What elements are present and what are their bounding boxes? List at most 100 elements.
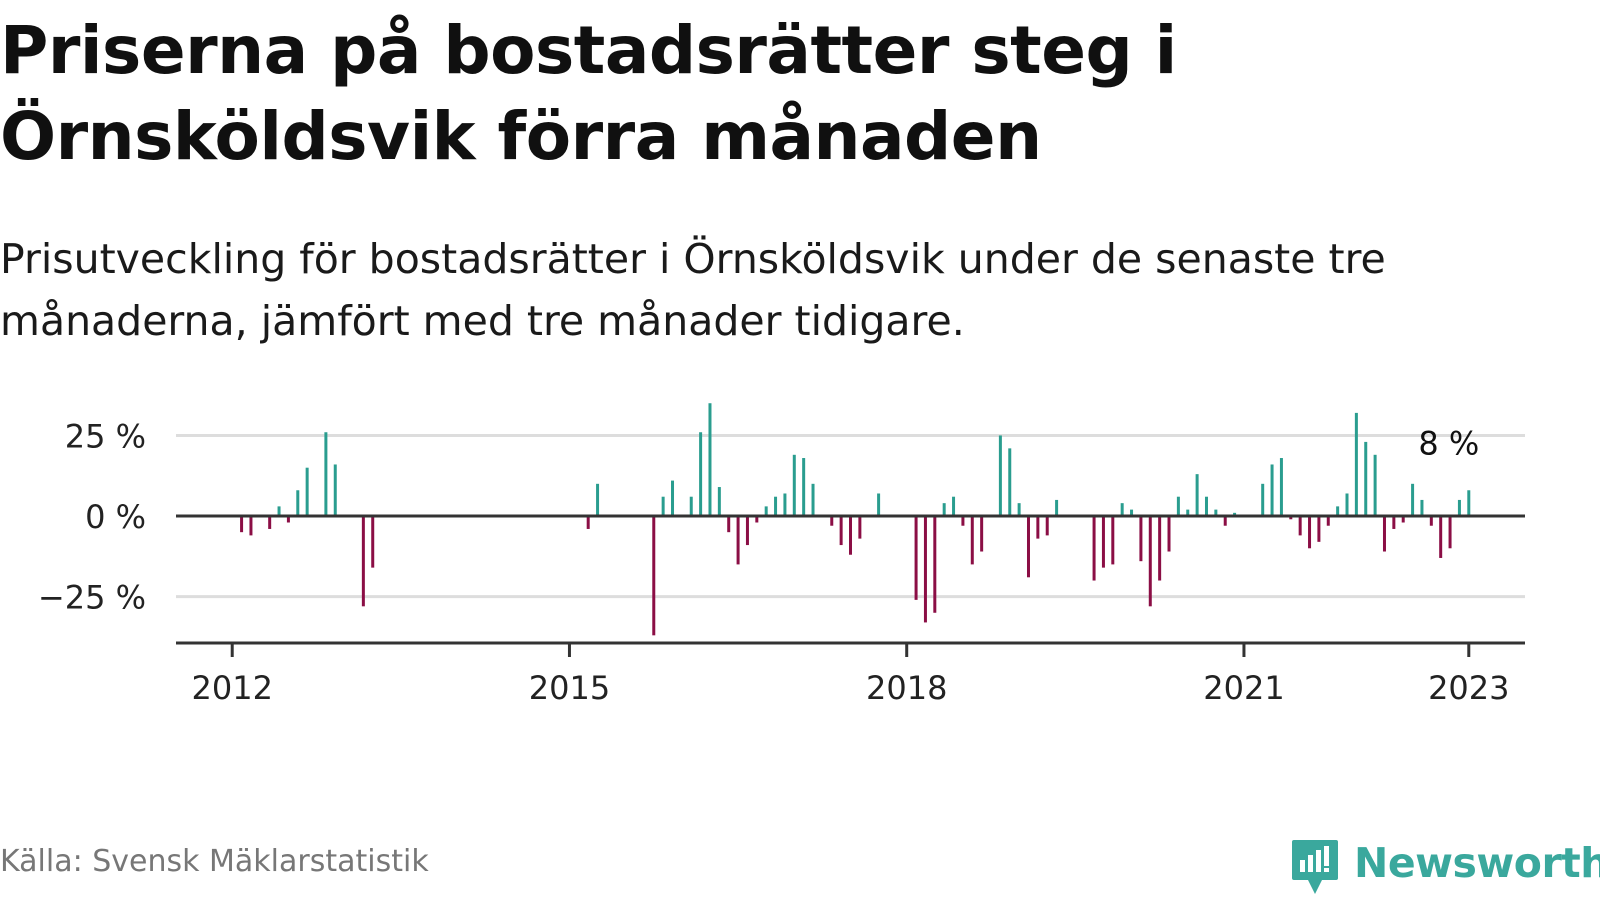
bar-positive (596, 483, 600, 517)
bar-positive (1055, 499, 1059, 517)
bar-negative (1382, 516, 1386, 552)
bar-negative (1036, 516, 1040, 539)
bar-negative (736, 516, 740, 565)
bar-negative (1148, 516, 1152, 607)
x-axis-labels: 2012 2015 2018 2021 2023 (191, 669, 1509, 707)
bar-negative (1401, 516, 1405, 523)
newsworthy-logo-icon (1292, 840, 1338, 894)
bar-negative (1448, 516, 1452, 549)
bar-positive (1411, 483, 1415, 517)
chart-subtitle: Prisutveckling för bostadsrätter i Örnsk… (0, 235, 1386, 345)
bar-negative (652, 516, 656, 636)
bar-positive (324, 432, 328, 517)
chart-title: Priserna på bostadsrätter steg i Örnsköl… (0, 12, 1177, 175)
bar-negative (980, 516, 984, 552)
bar-negative (914, 516, 918, 600)
bar-negative (839, 516, 843, 546)
bar-positive (792, 454, 796, 517)
bar-positive (305, 467, 309, 517)
bar-positive (783, 493, 787, 517)
bar-negative (858, 516, 862, 539)
bar-positive (802, 458, 806, 517)
bar-negative (1223, 516, 1227, 526)
bar-negative (923, 516, 927, 623)
bar-positive (1214, 509, 1218, 517)
bar-positive (1354, 412, 1358, 517)
bar-negative (830, 516, 834, 526)
bar-positive (333, 464, 337, 517)
bar-negative (286, 516, 290, 523)
bar-negative (1308, 516, 1312, 549)
bar-positive (1457, 499, 1461, 517)
bar-positive (1120, 503, 1124, 517)
bar-negative (1139, 516, 1143, 562)
bar-positive (1195, 474, 1199, 517)
bar-positive (1130, 509, 1134, 517)
bar-chart: 25 % 0 % −25 % 2012 2015 2018 2021 2023 8 % (38, 403, 1525, 707)
bar-negative (1167, 516, 1171, 552)
y-tick-label: 25 % (65, 417, 146, 455)
bar-positive (1279, 458, 1283, 517)
bar-positive (1420, 499, 1424, 517)
bar-negative (933, 516, 937, 613)
bar-positive (952, 496, 956, 517)
y-axis-labels: 25 % 0 % −25 % (38, 417, 146, 616)
bar-negative (1158, 516, 1162, 581)
y-tick-label: 0 % (85, 498, 146, 536)
bar-positive (717, 487, 721, 517)
bar-negative (755, 516, 759, 523)
bar-positive (689, 496, 693, 517)
bar-positive (998, 435, 1002, 517)
bar-negative (1289, 516, 1293, 520)
bar-positive (1261, 483, 1265, 517)
bar-negative (1111, 516, 1115, 565)
bar-positive (1336, 506, 1340, 517)
bar-negative (1317, 516, 1321, 542)
bar-negative (1298, 516, 1302, 536)
x-tick-label: 2023 (1428, 669, 1509, 707)
bar-positive (1176, 496, 1180, 517)
bar-negative (1429, 516, 1433, 526)
x-tick-label: 2018 (866, 669, 947, 707)
bar-negative (586, 516, 590, 529)
bar-negative (1101, 516, 1105, 568)
x-tick-label: 2021 (1203, 669, 1284, 707)
bar-negative (727, 516, 731, 533)
bar-positive (764, 506, 768, 517)
bar-negative (361, 516, 365, 607)
bar-positive (942, 503, 946, 517)
bar-positive (699, 432, 703, 517)
bar-positive (811, 483, 815, 517)
last-value-label: 8 % (1418, 424, 1479, 462)
bar-positive (708, 403, 712, 517)
bar-negative (240, 516, 244, 533)
bar-negative (1026, 516, 1030, 578)
bar-positive (1345, 493, 1349, 517)
bar-positive (277, 506, 281, 517)
bar-negative (1326, 516, 1330, 526)
bar-positive (1373, 454, 1377, 517)
bar-positive (296, 490, 300, 517)
bar-positive (1270, 464, 1274, 517)
bar-positive (1017, 503, 1021, 517)
gridlines (176, 433, 1525, 599)
bar-negative (970, 516, 974, 565)
bar-negative (745, 516, 749, 546)
bar-negative (1045, 516, 1049, 536)
bar-positive (1186, 509, 1190, 517)
brand-name: Newsworthy (1354, 839, 1600, 887)
bar-negative (961, 516, 965, 526)
axes (176, 514, 1525, 657)
y-tick-label: −25 % (38, 579, 146, 617)
bar-positive (1008, 448, 1012, 517)
bar-positive (1204, 496, 1208, 517)
bar-positive (1233, 512, 1237, 517)
x-tick-label: 2015 (529, 669, 610, 707)
bar-positive (774, 496, 778, 517)
bar-negative (371, 516, 375, 568)
bar-negative (1392, 516, 1396, 529)
bar-negative (268, 516, 272, 529)
bar-positive (877, 493, 881, 517)
x-tick-label: 2012 (191, 669, 272, 707)
source-note: Källa: Svensk Mäklarstatistik (0, 844, 429, 879)
